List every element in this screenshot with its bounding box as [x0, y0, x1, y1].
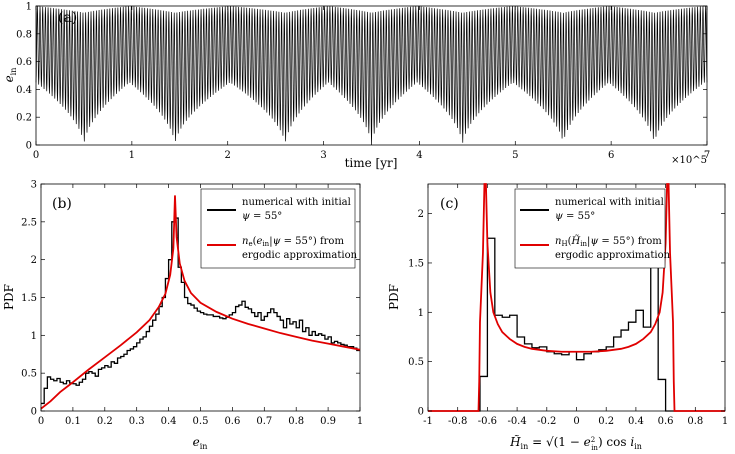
panel-a-y-tick-label-0: 0 [26, 141, 32, 152]
panel-c-x-tick-label-2: -0.6 [478, 416, 497, 427]
panel-c-x-axis-label: H̃in = √(1 − e2 in) cos iin [509, 434, 642, 452]
panel-c-legend-entry-numerical: numerical with initial [555, 197, 664, 208]
panel-a-ticks: 0 1 2 3 4 5 6 7 0 0.2 0.4 0.6 0.8 1 [16, 2, 710, 162]
panel-b-x-tick-label-4: 0.4 [161, 416, 177, 427]
panel-b-x-tick-label-7: 0.7 [256, 416, 272, 427]
panel-a-label: (a) [58, 10, 77, 26]
panel-b-y-axis-label: PDF [2, 284, 16, 310]
panel-c-legend-entry-numerical-line2: ψ = 55° [555, 211, 595, 222]
panel-a-series-line [35, 5, 708, 146]
panel-c-y-tick-label-3: 1.5 [408, 258, 424, 269]
panel-c-y-tick-label-0: 0 [418, 407, 424, 418]
panel-c-x-tick-label-1: -0.8 [448, 416, 467, 427]
panel-c-x-tick-label-4: -0.2 [537, 416, 556, 427]
panel-b-y-tick-label-1: 0.5 [21, 369, 37, 380]
panel-b-y-tick-label-0: 0 [31, 407, 37, 418]
panel-b-legend-entry-ergodic: ne(ein|ψ = 55°) from [242, 236, 344, 248]
panel-c-y-tick-label-2: 1 [418, 308, 424, 319]
panel-a-x-multiplier: ×10^5 [671, 155, 707, 166]
panel-c-angular-momentum-pdf: -1 -0.8 -0.6 -0.4 -0.2 0 0.2 0.4 0.6 0.8 1 0 0.5 1 1.5… [387, 183, 728, 452]
panel-c-x-tick-label-10: 1 [722, 416, 728, 427]
panel-b-legend: numerical with initial ψ = 55° ne(ein|ψ … [200, 188, 358, 269]
panel-c-x-tick-label-3: -0.4 [507, 416, 526, 427]
panel-a-y-tick-label-3: 0.6 [16, 57, 32, 68]
panel-a-y-tick-label-2: 0.4 [16, 85, 32, 96]
panel-b-x-tick-label-10: 1 [357, 416, 363, 427]
panel-a-x-tick-label-1: 1 [129, 150, 135, 161]
panel-b-x-tick-label-5: 0.5 [193, 416, 209, 427]
panel-a-line-e-in [35, 5, 708, 146]
panel-c-label: (c) [440, 196, 459, 212]
panel-b-legend-box [200, 188, 356, 269]
panel-a-x-tick-label-4: 4 [416, 150, 422, 161]
panel-c-y-axis-label: PDF [387, 284, 401, 310]
panel-b-x-tick-label-6: 0.6 [224, 416, 240, 427]
panel-c-legend-entry-ergodic-line2: ergodic approximation [555, 250, 671, 261]
panel-b-legend-entry-numerical-line2: ψ = 55° [242, 211, 282, 222]
panel-b-x-tick-label-3: 0.3 [129, 416, 145, 427]
panel-a-x-tick-label-0: 0 [33, 150, 39, 161]
panel-a-y-tick-label-5: 1 [26, 2, 32, 13]
panel-b-x-tick-label-2: 0.2 [97, 416, 113, 427]
panel-a-y-axis-label: ein [2, 68, 18, 83]
panel-c-x-tick-label-0: -1 [423, 416, 433, 427]
panel-b-x-tick-label-0: 0 [38, 416, 44, 427]
panel-c-y-tick-label-4: 2 [418, 209, 424, 220]
panel-b-label: (b) [52, 196, 72, 212]
panel-a-x-axis-label: time [yr] [345, 156, 398, 170]
panel-c-legend-entry-ergodic: nH(H̃in|ψ = 55°) from [555, 235, 662, 248]
panel-b-x-axis-label: ein [193, 435, 208, 451]
panel-c-x-tick-label-7: 0.4 [628, 416, 644, 427]
panel-b-y-tick-label-5: 2.5 [21, 217, 37, 228]
panel-c-legend: numerical with initial ψ = 55° nH(H̃in|ψ… [514, 188, 671, 269]
panel-b-legend-entry-numerical: numerical with initial [242, 197, 351, 208]
panel-a-time-series: 0 1 2 3 4 5 6 7 0 0.2 0.4 0.6 0.8 1 (a) time [yr] ein… [2, 2, 710, 171]
panel-c-legend-box [514, 188, 666, 269]
panel-b-ticks: 0 0.1 0.2 0.3 0.4 0.5 0.6 0.7 0.8 0.9 1 0 0.5 1 1.5 2 2.… [21, 180, 363, 428]
panel-b-x-tick-label-8: 0.8 [288, 416, 304, 427]
panel-c-x-tick-label-9: 0.8 [687, 416, 703, 427]
panel-a-y-tick-label-1: 0.2 [16, 113, 32, 124]
panel-b-legend-entry-ergodic-line2: ergodic approximation [242, 250, 358, 261]
panel-b-x-tick-label-1: 0.1 [65, 416, 81, 427]
panel-b-eccentricity-pdf: 0 0.1 0.2 0.3 0.4 0.5 0.6 0.7 0.8 0.9 1 0 0.5 1 1.5 2 2.… [2, 180, 363, 452]
panel-a-x-tick-label-2: 2 [225, 150, 231, 161]
panel-a-x-tick-label-6: 6 [608, 150, 614, 161]
panel-b-line-ergodic [40, 195, 361, 410]
panel-b-y-tick-label-6: 3 [31, 180, 37, 191]
panel-a-y-tick-label-4: 0.8 [16, 29, 32, 40]
panel-b-y-tick-label-3: 1.5 [21, 293, 37, 304]
panel-b-x-tick-label-9: 0.9 [320, 416, 336, 427]
panel-b-y-tick-label-4: 2 [31, 255, 37, 266]
panel-c-x-tick-label-6: 0.2 [598, 416, 614, 427]
panel-b-histogram-numerical [41, 217, 360, 405]
panel-a-x-tick-label-3: 3 [320, 150, 326, 161]
panel-b-plot-area [40, 195, 361, 410]
panel-c-x-tick-label-8: 0.6 [658, 416, 674, 427]
panel-c-line-ergodic [428, 183, 725, 412]
panel-c-ticks: -1 -0.8 -0.6 -0.4 -0.2 0 0.2 0.4 0.6 0.8 1 0 0.5 1 1.5… [408, 184, 728, 427]
panel-c-x-tick-label-5: 0 [573, 416, 579, 427]
panel-c-y-tick-label-1: 0.5 [408, 357, 424, 368]
panel-b-y-tick-label-2: 1 [31, 331, 37, 342]
panel-a-x-tick-label-7: 7 [704, 150, 710, 161]
panel-a-x-tick-label-5: 5 [512, 150, 518, 161]
